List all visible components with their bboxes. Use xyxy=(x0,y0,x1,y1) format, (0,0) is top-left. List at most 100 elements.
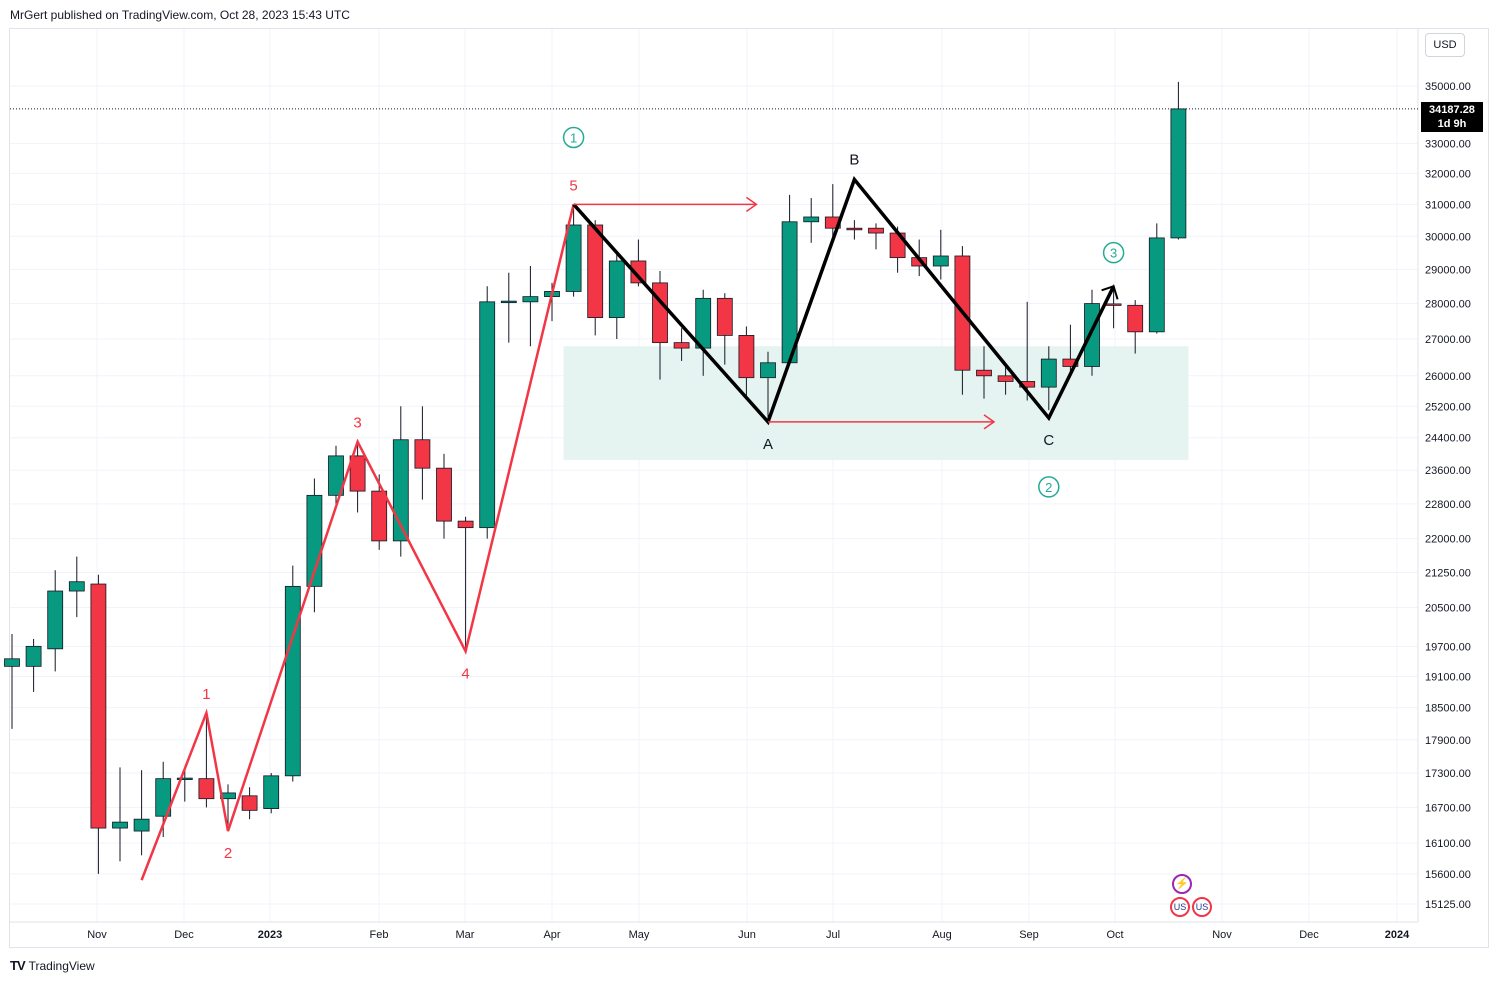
y-tick-label: 23600.00 xyxy=(1425,465,1471,477)
y-tick-label: 18500.00 xyxy=(1425,703,1471,715)
y-tick-label: 17300.00 xyxy=(1425,768,1471,780)
footer: TV TradingView xyxy=(10,958,95,973)
candle-body xyxy=(112,821,128,829)
wave-degree-label: 2 xyxy=(1045,480,1052,495)
impulse-wave-label: 1 xyxy=(202,686,210,703)
impulse-wave-label: 5 xyxy=(569,177,577,194)
impulse-wave-label: 3 xyxy=(353,415,361,432)
candle-body xyxy=(263,775,280,809)
candle-body xyxy=(695,297,712,349)
candle-body xyxy=(652,282,668,344)
candle-body xyxy=(371,490,388,542)
x-tick-label: Sep xyxy=(1019,929,1039,941)
y-tick-label: 16700.00 xyxy=(1425,802,1471,814)
impulse-wave-label: 4 xyxy=(461,665,469,682)
candle-body xyxy=(479,301,496,529)
publisher-line: MrGert published on TradingView.com, Oct… xyxy=(10,8,350,22)
candle-body xyxy=(457,520,474,529)
y-tick-label: 16100.00 xyxy=(1425,838,1471,850)
tradingview-logo-icon[interactable]: TV xyxy=(10,958,26,973)
candle-body xyxy=(284,585,301,777)
y-tick-label: 27000.00 xyxy=(1425,334,1471,346)
candle-body xyxy=(198,778,215,800)
candle-body xyxy=(1084,303,1100,367)
candle-body xyxy=(846,227,863,231)
y-tick-label: 24400.00 xyxy=(1425,433,1471,445)
x-tick-label: May xyxy=(629,929,650,941)
wave-degree-circle xyxy=(1038,476,1060,498)
y-tick-label: 30000.00 xyxy=(1425,231,1471,243)
correction-wave-line xyxy=(572,175,1116,426)
y-tick-label: 19100.00 xyxy=(1425,672,1471,684)
bar-countdown: 1d 9h xyxy=(1437,118,1467,130)
x-tick-label: Mar xyxy=(456,929,475,941)
candle-body xyxy=(1170,108,1187,239)
candle-body xyxy=(630,260,647,284)
projection-arrow-head xyxy=(745,196,758,212)
y-tick-label: 25200.00 xyxy=(1425,401,1471,413)
wave-degree-circle xyxy=(1102,241,1125,264)
candle-body xyxy=(716,297,733,336)
candle-body xyxy=(328,455,344,496)
candle-body xyxy=(25,645,42,667)
projection-arrow-head xyxy=(983,414,996,430)
lightning-icon[interactable]: ⚡ xyxy=(1172,874,1192,894)
candle-body xyxy=(47,590,64,650)
footer-brand[interactable]: TradingView xyxy=(28,958,95,973)
x-tick-label: Jul xyxy=(826,929,840,941)
x-tick-label: 2024 xyxy=(1385,929,1410,941)
x-tick-label: Nov xyxy=(87,929,107,941)
x-tick-label: Apr xyxy=(543,929,560,941)
candle-body xyxy=(1040,358,1057,388)
y-tick-label: 19700.00 xyxy=(1425,641,1471,653)
x-tick-label: Jun xyxy=(738,929,756,941)
x-tick-label: Nov xyxy=(1212,929,1232,941)
us-flag-icon[interactable]: US xyxy=(1192,897,1212,917)
candle-body xyxy=(976,369,992,377)
x-tick-label: 2023 xyxy=(258,929,282,941)
y-tick-label: 26000.00 xyxy=(1425,371,1471,383)
y-tick-label: 29000.00 xyxy=(1425,264,1471,276)
impulse-wave-line xyxy=(140,204,575,881)
candle-body xyxy=(436,467,452,522)
x-tick-label: Feb xyxy=(370,929,389,941)
impulse-wave-label: 2 xyxy=(224,845,232,862)
candle-body xyxy=(133,818,150,832)
correction-wave-label: C xyxy=(1043,432,1054,449)
y-tick-label: 28000.00 xyxy=(1425,299,1471,311)
wave-degree-label: 3 xyxy=(1110,246,1117,261)
y-tick-label: 22000.00 xyxy=(1425,534,1471,546)
candle-body xyxy=(241,795,258,811)
candle-body xyxy=(738,335,755,379)
x-tick-label: Dec xyxy=(174,929,194,941)
candle-body xyxy=(1127,304,1144,333)
us-flag-icon[interactable]: US xyxy=(1170,897,1190,917)
candle-body xyxy=(868,227,884,234)
candle-body xyxy=(673,342,690,349)
currency-button[interactable]: USD xyxy=(1425,33,1465,57)
candle-body xyxy=(522,296,539,303)
candle-body xyxy=(500,300,517,304)
candle-body xyxy=(803,216,820,223)
y-tick-label: 33000.00 xyxy=(1425,138,1471,150)
y-tick-label: 20500.00 xyxy=(1425,603,1471,615)
candle-body xyxy=(68,581,85,592)
candle-body xyxy=(608,260,625,318)
x-tick-label: Dec xyxy=(1299,929,1319,941)
correction-wave-label: B xyxy=(849,151,859,168)
candle-body xyxy=(155,778,172,817)
chart-frame xyxy=(9,28,1489,948)
y-tick-label: 35000.00 xyxy=(1425,81,1471,93)
candle-body xyxy=(1148,237,1165,333)
y-tick-label: 15125.00 xyxy=(1425,899,1471,911)
x-tick-label: Aug xyxy=(932,929,952,941)
y-tick-label: 17900.00 xyxy=(1425,735,1471,747)
correction-arrow-head xyxy=(1101,285,1119,300)
candle-body xyxy=(4,658,20,667)
wave-degree-circle xyxy=(562,126,585,149)
last-price-badge: 34187.28 1d 9h xyxy=(1421,102,1483,132)
candle-body xyxy=(349,455,366,492)
x-tick-label: Oct xyxy=(1106,929,1123,941)
candle-body xyxy=(760,362,776,379)
